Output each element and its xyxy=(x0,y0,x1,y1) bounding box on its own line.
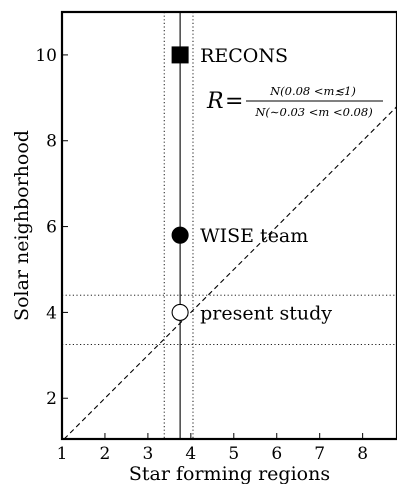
diagonal-dashed-line xyxy=(63,106,397,440)
x-axis-title: Star forming regions xyxy=(129,463,330,484)
ratio-formula: R = N(0.08 <m≲1) N(∼0.03 <m <0.08) xyxy=(206,84,383,119)
label-recons: RECONS xyxy=(200,45,288,67)
formula-denominator: N(∼0.03 <m <0.08) xyxy=(254,105,372,119)
x-tick-label-4: 4 xyxy=(185,444,196,464)
label-wise-team: WISE team xyxy=(200,225,308,247)
data-points: RECONS WISE team present study xyxy=(171,45,332,324)
point-wise-team xyxy=(171,226,189,244)
y-tick-label-8: 8 xyxy=(46,132,57,152)
x-tick-label-3: 3 xyxy=(142,444,153,464)
point-present-study xyxy=(171,303,189,321)
axis-ticks: 1 2 3 4 5 6 7 8 2 4 6 8 10 xyxy=(35,46,368,464)
y-axis-title: Solar neighborhood xyxy=(11,130,33,321)
x-tick-label-1: 1 xyxy=(57,444,68,464)
label-present-study: present study xyxy=(200,302,332,324)
y-tick-label-10: 10 xyxy=(35,46,57,66)
reference-lines xyxy=(62,12,397,440)
plot-frame xyxy=(60,10,397,441)
x-tick-label-7: 7 xyxy=(314,444,325,464)
y-tick-label-2: 2 xyxy=(46,389,57,409)
x-tick-label-2: 2 xyxy=(100,444,111,464)
x-tick-label-8: 8 xyxy=(357,444,368,464)
formula-numerator: N(0.08 <m≲1) xyxy=(269,84,356,98)
formula-equals: = xyxy=(225,89,243,114)
point-recons xyxy=(171,46,189,64)
y-tick-label-6: 6 xyxy=(46,218,57,238)
x-tick-label-6: 6 xyxy=(271,444,282,464)
y-tick-label-4: 4 xyxy=(46,303,57,323)
formula-lhs: R xyxy=(206,89,224,114)
x-tick-label-5: 5 xyxy=(228,444,239,464)
